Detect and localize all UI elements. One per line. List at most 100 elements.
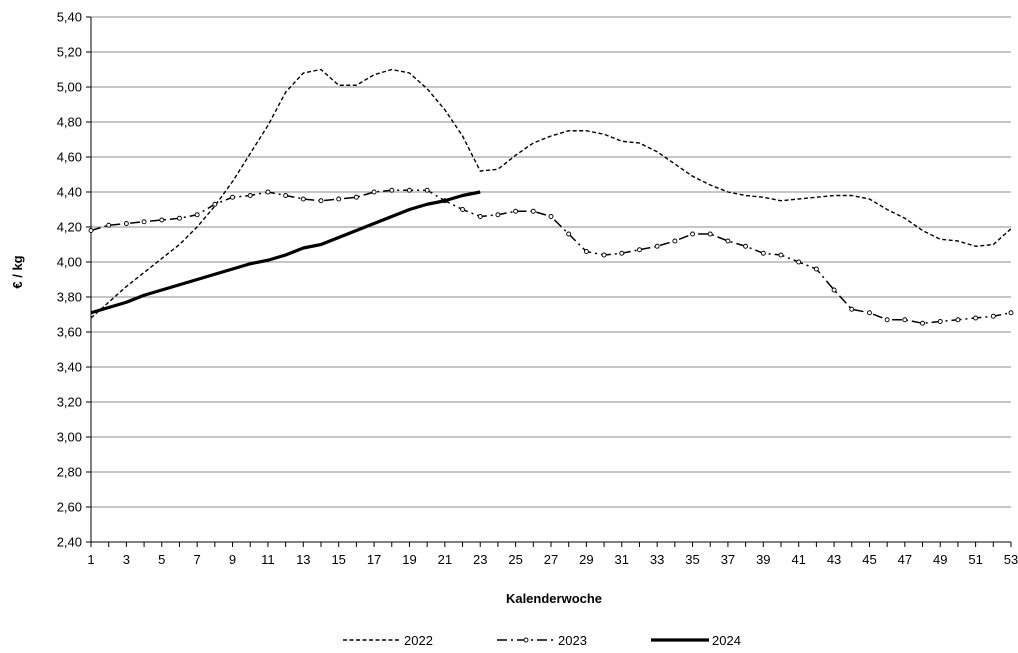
data-point-2023: [283, 193, 289, 198]
y-tick-label: 3,40: [57, 360, 82, 375]
data-point-2023: [955, 317, 961, 323]
data-point-2023: [778, 252, 784, 258]
data-point-2023: [796, 259, 802, 265]
gridlines: [91, 16, 1011, 508]
y-tick-label: 2,60: [57, 500, 82, 515]
y-tick-label: 2,40: [57, 535, 82, 550]
x-tick-label: 23: [473, 552, 487, 567]
data-point-2023: [937, 319, 943, 324]
x-tick-label: 27: [544, 552, 558, 567]
data-point-2023: [460, 207, 465, 212]
data-point-2023: [548, 214, 554, 219]
x-tick-label: 39: [756, 552, 770, 567]
data-point-2023: [477, 214, 483, 219]
y-axis-title: € / kg: [10, 255, 25, 288]
y-tick-label: 2,80: [57, 465, 82, 480]
y-tick-label: 4,40: [57, 185, 82, 200]
data-point-2023: [123, 221, 129, 226]
legend-marker-2023: [523, 637, 529, 643]
x-tick-label: 25: [508, 552, 522, 567]
legend-label-2023: 2023: [558, 633, 587, 648]
x-tick-label: 3: [123, 552, 130, 567]
x-tick-label: 19: [402, 552, 416, 567]
data-point-2023: [106, 222, 112, 228]
x-tick-label: 45: [862, 552, 876, 567]
data-point-2023: [884, 317, 890, 323]
data-point-2023: [336, 196, 342, 202]
series-line-2024: [90, 190, 481, 315]
data-point-2023: [371, 189, 377, 195]
data-point-2023: [990, 313, 996, 319]
data-point-2023: [902, 317, 908, 323]
data-point-2023: [1008, 310, 1014, 316]
x-tick-label: 41: [791, 552, 805, 567]
y-tick-label: 3,20: [57, 395, 82, 410]
x-tick-label: 11: [261, 552, 275, 567]
data-point-2023: [389, 187, 395, 193]
data-point-2023: [530, 208, 536, 214]
data-point-2023: [495, 212, 501, 218]
series-line-2022: [90, 68, 1012, 319]
x-tick-label: 43: [827, 552, 841, 567]
data-point-2023: [212, 201, 218, 207]
data-point-2023: [353, 194, 359, 200]
y-tick-label: 4,00: [57, 255, 82, 270]
y-tick-label: 4,60: [57, 150, 82, 165]
data-point-2023: [831, 287, 837, 293]
data-point-2023: [813, 266, 819, 272]
data-point-2023: [318, 198, 324, 204]
x-tick-label: 31: [615, 552, 629, 567]
legend-label-2022: 2022: [404, 633, 433, 648]
y-tick-label: 3,00: [57, 430, 82, 445]
y-tick-label: 3,80: [57, 290, 82, 305]
series-line-2023: [90, 189, 1012, 324]
x-axis-title: Kalenderwoche: [506, 591, 602, 606]
x-tick-label: 37: [721, 552, 735, 567]
data-point-2023: [637, 247, 642, 253]
data-point-2023: [619, 250, 625, 256]
y-tick-label: 4,20: [57, 220, 82, 235]
data-point-2023: [920, 320, 925, 326]
data-point-2023: [760, 250, 766, 256]
x-tick-label: 17: [367, 552, 381, 567]
x-tick-label: 13: [296, 552, 310, 567]
data-point-2023: [725, 238, 731, 244]
x-tick-label: 15: [331, 552, 345, 567]
data-point-2023: [230, 194, 235, 200]
data-point-2023: [88, 228, 94, 233]
data-point-2023: [654, 243, 660, 249]
y-tick-label: 5,20: [57, 45, 82, 60]
data-point-2023: [849, 306, 855, 312]
legend: 2022 2023 2024: [343, 633, 741, 648]
data-point-2023: [159, 217, 165, 223]
x-tick-label: 51: [968, 552, 982, 567]
data-point-2023: [583, 249, 589, 254]
series-lines: [88, 68, 1014, 326]
x-tick-label: 5: [158, 552, 165, 567]
data-point-2023: [265, 189, 271, 195]
x-axis-ticks: 1 3 5 7 9 11 13 15 17 19 21 23 25 27 29 31 33 35 37 39 41 43 4…: [87, 542, 1018, 567]
data-point-2023: [707, 231, 713, 237]
x-tick-label: 21: [438, 552, 452, 567]
data-point-2023: [194, 212, 200, 218]
legend-label-2024: 2024: [712, 633, 741, 648]
x-tick-label: 33: [650, 552, 664, 567]
y-tick-label: 5,40: [57, 10, 82, 25]
data-point-2023: [973, 315, 979, 321]
data-point-2023: [141, 219, 147, 225]
data-point-2023: [601, 252, 607, 258]
data-point-2023: [247, 193, 253, 198]
data-point-2023: [300, 196, 306, 202]
x-tick-label: 49: [933, 552, 947, 567]
x-tick-label: 35: [685, 552, 699, 567]
x-tick-label: 53: [1004, 552, 1018, 567]
data-point-2023: [743, 243, 749, 249]
data-point-2023: [867, 310, 872, 316]
data-point-2023: [407, 187, 412, 193]
x-tick-label: 9: [229, 552, 236, 567]
x-tick-label: 29: [579, 552, 593, 567]
data-point-2023: [424, 187, 430, 193]
y-tick-label: 3,60: [57, 325, 82, 340]
x-tick-label: 1: [87, 552, 94, 567]
